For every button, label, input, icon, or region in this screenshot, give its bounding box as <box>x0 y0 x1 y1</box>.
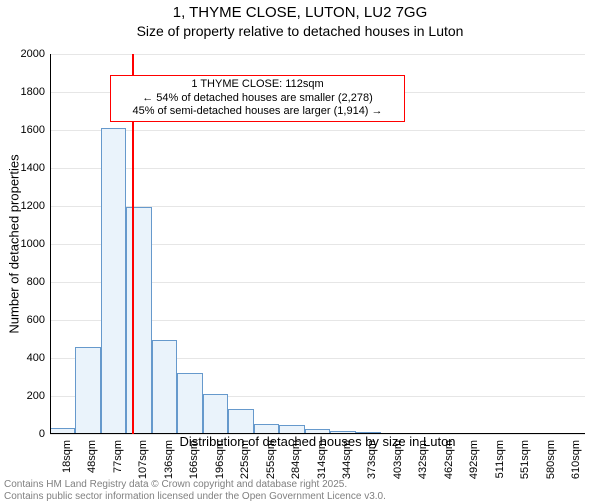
y-gridline <box>50 54 585 55</box>
footer-line2: Contains public sector information licen… <box>4 491 386 503</box>
y-tick-label: 200 <box>27 390 45 402</box>
y-tick-label: 400 <box>27 352 45 364</box>
y-axis-label: Number of detached properties <box>7 154 22 333</box>
bar <box>203 394 228 434</box>
y-tick-label: 2000 <box>21 48 45 60</box>
x-axis-label: Distribution of detached houses by size … <box>50 434 585 449</box>
y-tick-label: 600 <box>27 314 45 326</box>
chart-title-line2: Size of property relative to detached ho… <box>0 23 600 39</box>
chart-title-line1: 1, THYME CLOSE, LUTON, LU2 7GG <box>0 4 600 21</box>
y-tick-label: 1600 <box>21 124 45 136</box>
bar <box>177 373 202 434</box>
y-tick-label: 0 <box>39 428 45 440</box>
bar <box>126 207 151 434</box>
bar <box>152 340 177 434</box>
footer-line1: Contains HM Land Registry data © Crown c… <box>4 479 386 491</box>
y-axis-line <box>50 54 51 434</box>
annotation-line: 1 THYME CLOSE: 112sqm <box>117 78 398 92</box>
bar <box>228 409 253 434</box>
y-tick-label: 1000 <box>21 238 45 250</box>
y-gridline <box>50 168 585 169</box>
annotation-line: 45% of semi-detached houses are larger (… <box>117 105 398 119</box>
chart-titles: 1, THYME CLOSE, LUTON, LU2 7GG Size of p… <box>0 4 600 39</box>
y-tick-label: 1400 <box>21 162 45 174</box>
y-tick-label: 1800 <box>21 86 45 98</box>
y-tick-label: 1200 <box>21 200 45 212</box>
footer-attribution: Contains HM Land Registry data © Crown c… <box>4 479 386 502</box>
bar <box>101 128 126 434</box>
annotation-line: ← 54% of detached houses are smaller (2,… <box>117 92 398 106</box>
chart-area: Number of detached properties 0200400600… <box>50 54 585 434</box>
plot-region: 020040060080010001200140016001800200018s… <box>50 54 585 434</box>
y-gridline <box>50 130 585 131</box>
y-tick-label: 800 <box>27 276 45 288</box>
bar <box>75 347 100 434</box>
annotation-box: 1 THYME CLOSE: 112sqm← 54% of detached h… <box>110 75 405 122</box>
